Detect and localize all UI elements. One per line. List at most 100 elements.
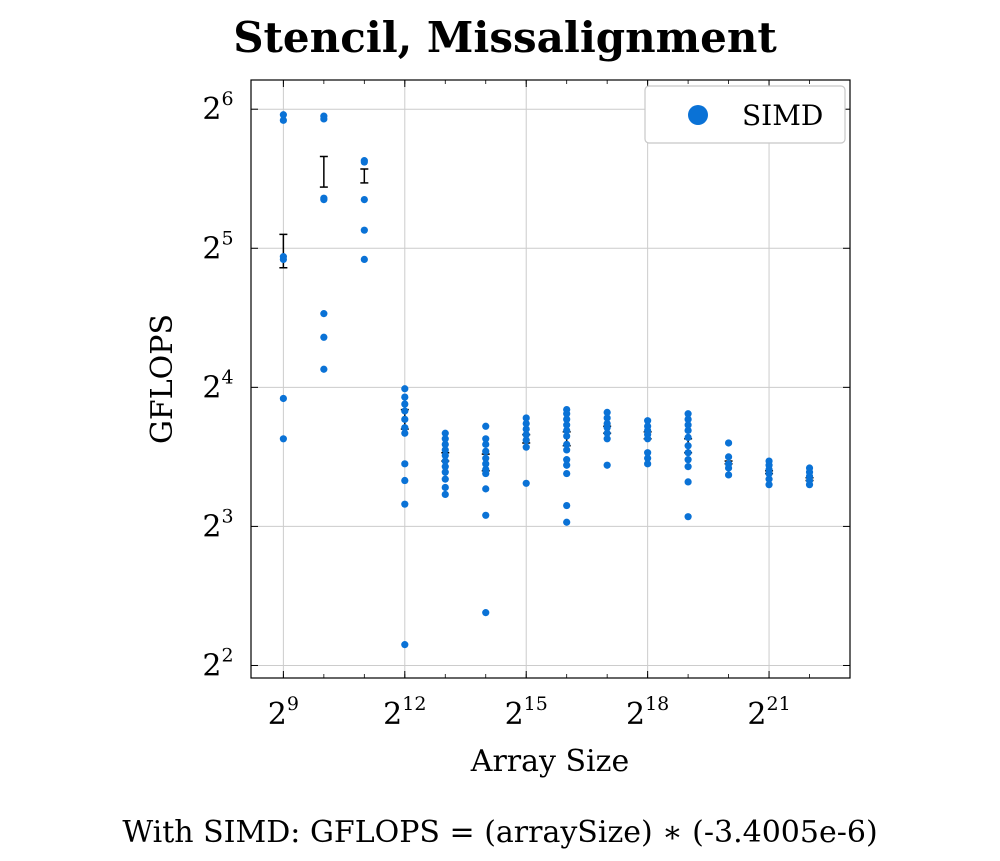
data-point: [320, 333, 328, 341]
y-tick-label: 24: [202, 366, 233, 405]
data-point: [684, 415, 692, 423]
x-axis-label: Array Size: [470, 744, 629, 779]
data-point: [684, 410, 692, 418]
data-point: [563, 446, 571, 454]
data-point: [765, 475, 773, 483]
data-point: [360, 226, 368, 234]
legend-box: [644, 85, 846, 144]
data-point: [684, 478, 692, 486]
data-point: [563, 410, 571, 418]
data-point: [482, 485, 490, 493]
data-point: [603, 435, 611, 443]
data-point: [684, 421, 692, 429]
data-point: [441, 468, 449, 476]
error-bar: [319, 155, 328, 188]
data-point: [401, 424, 409, 432]
data-point: [563, 426, 571, 435]
data-point: [563, 421, 571, 429]
data-point: [522, 414, 530, 422]
data-point: [279, 435, 287, 443]
data-point: [482, 511, 490, 519]
data-point: [644, 435, 652, 443]
data-point: [522, 479, 530, 487]
data-point: [441, 490, 449, 499]
data-point: [684, 513, 692, 521]
error-bars: [279, 155, 814, 482]
data-point: [482, 447, 490, 455]
data-point: [684, 442, 692, 450]
data-point: [279, 111, 287, 119]
y-tick-label: 23: [202, 505, 233, 544]
data-point: [684, 426, 692, 435]
data-point: [482, 454, 490, 462]
data-point: [603, 429, 611, 437]
data-point: [401, 641, 409, 649]
data-point: [563, 432, 571, 440]
data-point: [441, 440, 449, 448]
y-tick-label: 25: [202, 227, 233, 266]
error-bar: [360, 168, 369, 184]
data-point: [320, 310, 328, 318]
x-tick-label: 215: [505, 693, 548, 732]
y-axis-label: GFLOPS: [145, 314, 180, 444]
data-point: [279, 394, 287, 403]
data-point: [805, 481, 814, 489]
data-point: [684, 433, 692, 442]
data-point: [401, 460, 409, 468]
chart-title: Stencil, Missalignment: [233, 13, 777, 62]
data-point: [441, 475, 449, 483]
legend: SIMD: [644, 85, 846, 144]
data-point: [441, 429, 449, 437]
formula-annotation: With SIMD: GFLOPS = (arraySize) ∗ (-3.40…: [122, 815, 877, 850]
x-tick-label: 29: [268, 693, 299, 732]
data-point: [482, 460, 490, 468]
data-point: [320, 196, 328, 204]
data-point: [644, 454, 652, 462]
y-tick-label: 26: [202, 88, 233, 127]
data-point: [441, 451, 449, 460]
data-point: [522, 425, 530, 433]
data-point: [360, 196, 368, 204]
data-point: [441, 457, 449, 465]
legend-label-simd: SIMD: [742, 99, 823, 132]
data-point: [684, 456, 692, 464]
data-point: [684, 449, 692, 457]
data-point: [522, 443, 530, 451]
data-point: [684, 463, 692, 471]
x-tick-label: 218: [626, 693, 669, 732]
x-tick-label: 212: [383, 693, 426, 732]
data-point: [563, 456, 571, 464]
data-point: [482, 609, 490, 617]
data-point: [401, 407, 409, 415]
data-point: [482, 469, 490, 478]
data-point: [482, 440, 490, 448]
data-point: [603, 461, 611, 469]
data-point: [603, 408, 611, 416]
x-tick-label: 221: [747, 693, 790, 732]
data-point: [522, 436, 530, 444]
data-point: [482, 435, 490, 443]
y-tick-label: 22: [202, 644, 233, 683]
data-point: [401, 400, 409, 408]
data-point: [644, 449, 652, 457]
data-point: [765, 469, 773, 478]
data-point: [401, 415, 409, 423]
data-point: [360, 158, 368, 166]
data-points: [279, 111, 814, 649]
data-point: [360, 255, 368, 263]
data-point: [724, 471, 733, 479]
ticks: [251, 80, 850, 678]
grid: [251, 80, 850, 678]
data-point: [563, 501, 571, 510]
data-point: [522, 419, 530, 428]
data-point: [563, 518, 571, 526]
data-point: [563, 415, 571, 423]
data-point: [603, 424, 611, 432]
data-point: [563, 440, 571, 448]
data-point: [320, 115, 328, 123]
legend-marker-simd: [688, 105, 708, 125]
plot-frame: [250, 79, 851, 679]
data-point: [563, 469, 571, 478]
data-point: [401, 385, 409, 393]
